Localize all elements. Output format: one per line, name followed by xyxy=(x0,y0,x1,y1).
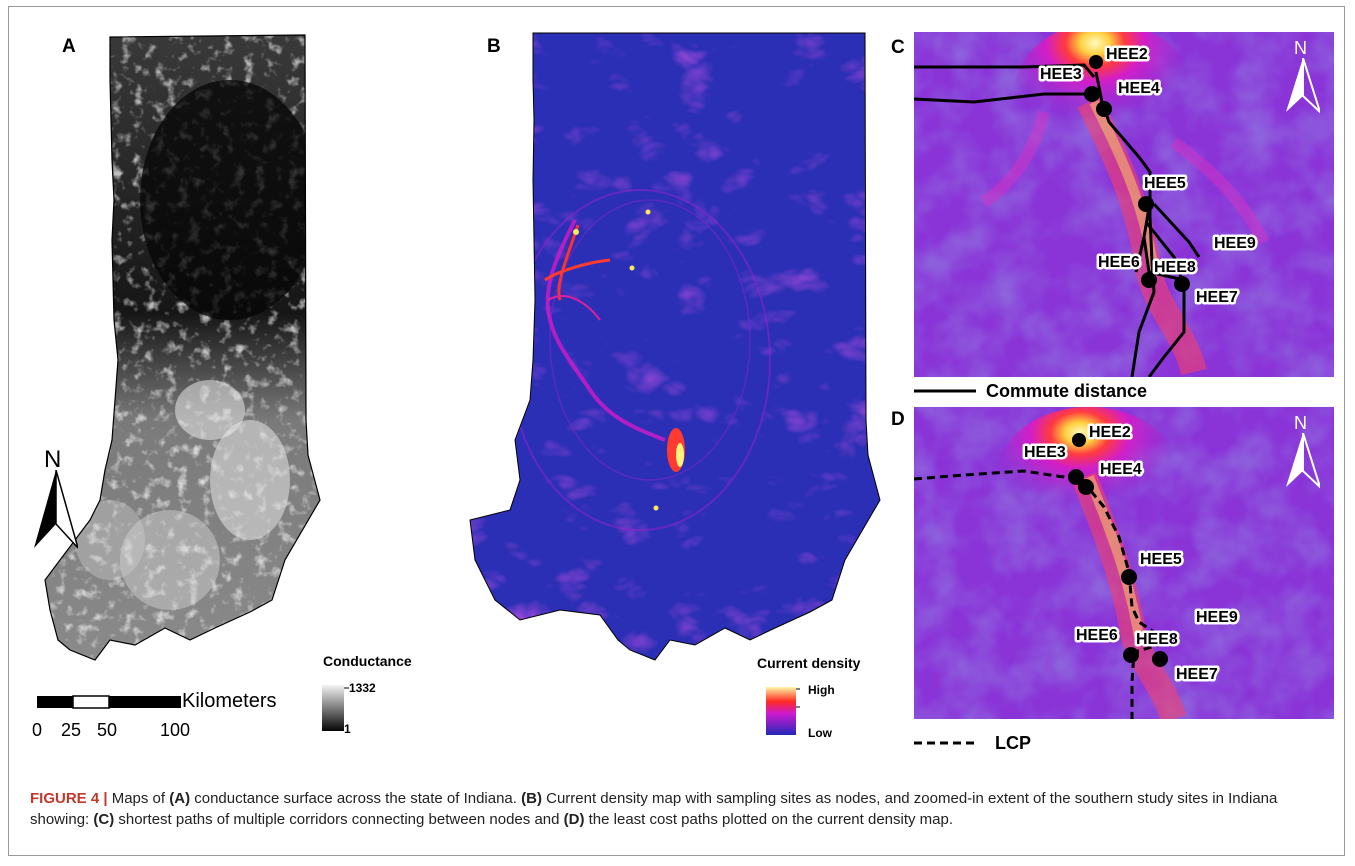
scale-tick-0: 0 xyxy=(32,720,43,740)
site-label-hee7-d: HEE7 xyxy=(1176,666,1218,683)
caption-text-5: the least cost paths plotted on the curr… xyxy=(584,811,954,828)
commute-key-line xyxy=(914,389,976,393)
site-label-hee6-d: HEE6 xyxy=(1076,627,1118,644)
north-label-d: N xyxy=(1294,413,1307,433)
lcp-key-label: LCP xyxy=(995,733,1031,753)
scale-tick-50: 50 xyxy=(97,720,118,740)
site-label-hee8-c: HEE8 xyxy=(1154,259,1196,276)
scale-bar xyxy=(37,695,181,709)
caption-text-3: Current density map with sampling sites … xyxy=(30,790,1278,828)
caption-figure-number: FIGURE 4 | xyxy=(30,790,108,807)
north-arrow-c-icon xyxy=(1286,58,1320,114)
panel-c-label: C xyxy=(891,37,905,58)
site-label-hee6-c: HEE6 xyxy=(1098,254,1140,271)
caption-text-4: shortest paths of multiple corridors con… xyxy=(114,811,564,828)
caption-ref-d: (D) xyxy=(563,811,585,828)
panel-c-commute-map xyxy=(914,32,1334,377)
site-label-hee9-d: HEE9 xyxy=(1196,609,1238,626)
caption-ref-c: (C) xyxy=(93,811,115,828)
lcp-key-line xyxy=(914,741,976,745)
north-label-c: N xyxy=(1294,38,1307,58)
site-label-hee4-d: HEE4 xyxy=(1100,461,1142,478)
site-label-hee4-c: HEE4 xyxy=(1118,80,1160,97)
caption-ref-a: (A) xyxy=(169,790,191,807)
scale-tick-100: 100 xyxy=(160,720,191,740)
panel-a-label: A xyxy=(62,36,76,57)
current-density-low: Low xyxy=(808,726,832,740)
current-density-high: High xyxy=(808,683,835,697)
caption-text-1: Maps of xyxy=(107,790,170,807)
site-label-hee7-c: HEE7 xyxy=(1196,289,1238,306)
site-label-hee2-c: HEE2 xyxy=(1106,46,1148,63)
panel-d-lcp-map xyxy=(914,407,1334,719)
panel-b-label: B xyxy=(487,36,501,57)
panel-a-conductance-map xyxy=(44,34,321,661)
panel-d-label: D xyxy=(891,409,905,430)
figure-caption: FIGURE 4 | Maps of (A) conductance surfa… xyxy=(30,788,1320,830)
conductance-legend-title: Conductance xyxy=(323,653,412,669)
caption-ref-b: (B) xyxy=(521,790,542,807)
site-label-hee8-d: HEE8 xyxy=(1136,631,1178,648)
caption-text-2: conductance surface across the state of … xyxy=(190,790,522,807)
site-label-hee5-c: HEE5 xyxy=(1144,175,1186,192)
north-arrow-d-icon xyxy=(1286,433,1320,489)
panel-d-site-labels: HEE2 HEE3 HEE4 HEE5 HEE6 HEE7 HEE8 HEE9 xyxy=(1022,422,1241,686)
site-label-hee3-d: HEE3 xyxy=(1024,444,1066,461)
site-label-hee3-c: HEE3 xyxy=(1040,66,1082,83)
commute-key-label: Commute distance xyxy=(986,381,1148,401)
panel-c-site-labels: HEE2 HEE3 HEE4 HEE5 HEE6 HEE7 HEE8 HEE9 xyxy=(1038,44,1259,309)
panel-b-current-density-map xyxy=(469,32,881,661)
north-arrow-icon xyxy=(34,470,78,549)
current-density-legend-ramp xyxy=(766,687,800,735)
site-label-hee2-d: HEE2 xyxy=(1089,424,1131,441)
scale-bar-unit: Kilometers xyxy=(182,690,277,712)
conductance-max: 1332 xyxy=(349,681,376,695)
current-density-legend-title: Current density xyxy=(757,655,861,671)
conductance-legend-ramp xyxy=(322,685,349,731)
scale-tick-25: 25 xyxy=(61,720,82,740)
north-label-a: N xyxy=(44,446,62,473)
figure-frame xyxy=(8,6,1345,856)
site-label-hee5-d: HEE5 xyxy=(1140,551,1182,568)
conductance-min: 1 xyxy=(344,722,351,736)
site-label-hee9-c: HEE9 xyxy=(1214,235,1256,252)
